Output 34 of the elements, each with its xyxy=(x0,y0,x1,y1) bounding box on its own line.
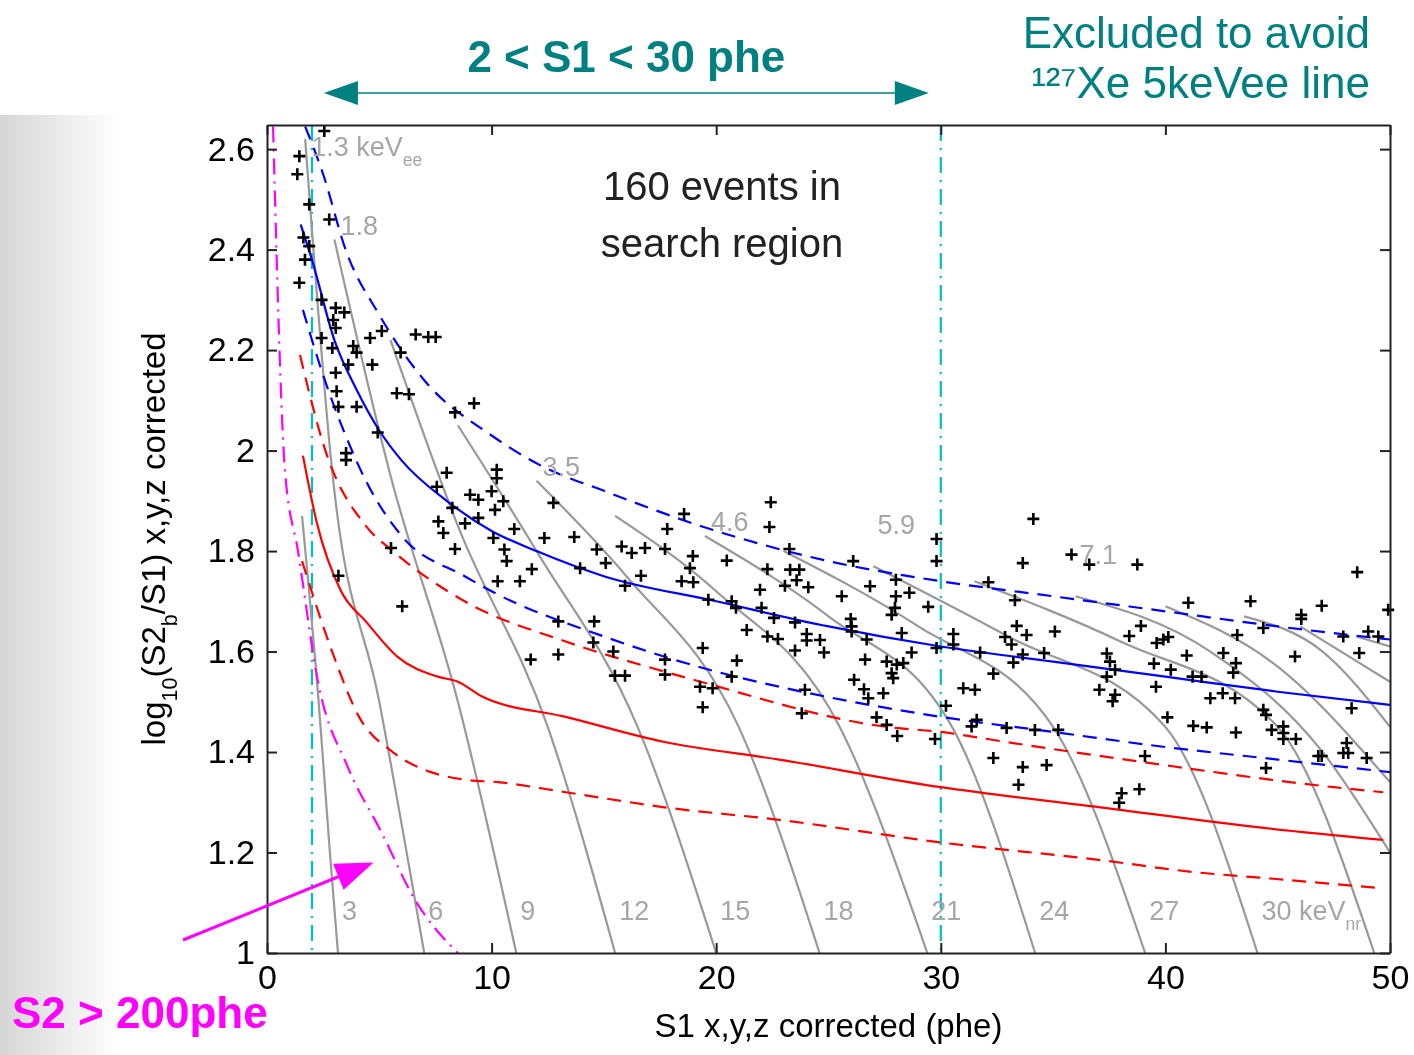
x-axis-title: S1 x,y,z corrected (phe) xyxy=(654,1007,1003,1044)
annotation: 6 xyxy=(428,896,444,927)
annotation: 4.6 xyxy=(710,507,749,538)
y-tick-label: 1.8 xyxy=(207,531,255,570)
y-tick-label: 2 xyxy=(236,430,255,469)
annotation: 18 xyxy=(823,896,854,927)
annotation: 5.9 xyxy=(877,509,915,540)
chart-title: 2 < S1 < 30 phe xyxy=(467,32,786,81)
annotation: 1.8 xyxy=(340,211,378,241)
annotation: 24 xyxy=(1039,896,1070,927)
x-tick-label: 30 xyxy=(922,958,961,997)
annotation: 15 xyxy=(720,896,751,927)
annotation: 27 xyxy=(1149,896,1180,927)
y-tick-label: 2.6 xyxy=(207,129,255,168)
annotation: 9 xyxy=(520,896,536,927)
y-tick-label: 1.6 xyxy=(207,631,255,670)
annotation: 30 keV$_{nr}$ xyxy=(1261,896,1362,935)
y-tick-label: 2.4 xyxy=(207,229,255,268)
annotation: 160 events in search region xyxy=(600,164,844,265)
y-tick-label: 1.2 xyxy=(207,832,255,871)
annotation: 7.1 xyxy=(1079,539,1118,570)
x-tick-label: 50 xyxy=(1371,958,1410,997)
text: Excluded to avoid ¹²⁷Xe 5keVee line xyxy=(1022,8,1370,107)
x-tick-label: 10 xyxy=(473,958,512,997)
y-tick-label: 1.4 xyxy=(207,732,255,771)
annotation: 12 xyxy=(619,896,650,927)
x-tick-label: 20 xyxy=(697,958,736,997)
annotation: 1.3 keV$_{ee}$ xyxy=(311,132,423,171)
y-tick-label: 2.2 xyxy=(207,330,255,369)
annotation: 3.5 xyxy=(542,452,581,483)
y-tick-label: 1 xyxy=(236,933,255,972)
annotation: 21 xyxy=(931,896,962,927)
x-tick-label: 40 xyxy=(1146,958,1185,997)
annotation: 3 xyxy=(341,896,357,927)
